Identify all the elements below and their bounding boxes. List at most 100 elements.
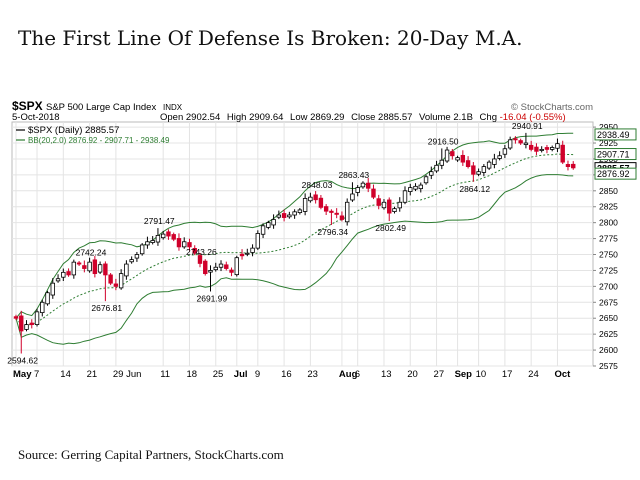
candle [344,198,350,226]
candle-body [413,185,418,190]
price-annotation: 2916.50 [428,136,459,146]
candle-body [139,244,145,255]
candle-body [550,147,555,150]
candle-body [534,146,539,152]
x-tick-label: 21 [87,369,98,380]
x-tick-label: 25 [213,369,224,380]
price-annotation: 2802.49 [375,223,406,233]
candle-body [528,144,534,150]
candle-body [444,149,450,162]
candle-body [255,233,261,249]
candle-body [497,155,502,159]
candle [313,191,318,204]
price-tag-box [594,128,637,141]
y-tick-label: 2725 [599,265,618,275]
x-tick-label: 29 Jun [113,369,142,380]
exchange-label: INDX [163,103,183,112]
candle [61,268,66,282]
candle [82,260,87,273]
candle-body [565,164,571,167]
candle [150,236,155,245]
candle [139,243,145,256]
candle [239,249,245,260]
price-annotation: 2796.34 [317,227,348,237]
x-tick-label: 18 [186,369,197,380]
candle-body [213,266,218,271]
candle-body [429,171,434,176]
x-tick-label: 6 [355,369,360,380]
price-annotations: 2594.62 2742.24 2676.81 2791.47 2743.26 2691.… [7,121,543,366]
y-tick-label: 2600 [599,345,618,355]
candle [197,252,203,268]
candle [292,209,297,219]
candle [13,314,19,321]
x-tick-label: 7 [34,369,39,380]
candle-body [97,264,103,273]
candle-body [50,282,55,296]
candle-body [555,143,560,149]
candle-body [24,324,29,330]
candle [544,144,550,154]
candle-body [560,144,565,163]
candle-body [34,311,40,325]
candle [24,320,29,332]
candle-body [66,271,71,276]
y-tick-label: 2750 [599,250,618,260]
y-tick-label: 2700 [599,281,618,291]
candle [302,193,308,216]
gridlines [12,122,593,367]
candle [471,162,476,182]
candle [539,146,544,153]
candle-body [224,264,229,269]
candle-body [234,257,239,276]
x-tick-label: 9 [255,369,260,380]
candle-body [155,234,161,243]
candle-body [502,148,508,155]
candle-body [381,201,387,209]
candle [460,150,466,166]
candle [397,197,402,212]
candle-body [29,322,34,325]
candle-body [145,241,150,246]
candle-body [276,214,282,218]
candle-body [366,182,371,189]
candle [108,272,113,286]
candle [40,299,45,317]
price-annotation: 2691.99 [197,293,228,303]
candle [66,268,71,277]
legend-bollinger: BB(20,2.0) 2876.92 - 2907.71 - 2938.49 [28,136,170,145]
candle [155,228,161,246]
candle-body [103,263,108,276]
candle-body [287,214,292,218]
candle-body [208,270,213,273]
candle [29,319,34,329]
candle [297,208,303,215]
candle [555,138,560,153]
y-tick-label: 2800 [599,218,618,228]
candle [450,149,455,160]
candle [408,183,413,196]
candle-body [492,158,497,165]
candle-body [129,259,134,263]
x-tick-label: 11 [160,369,170,380]
bollinger-upper-band [15,132,574,319]
y-tick-label: 2850 [599,186,618,196]
candle [465,156,471,169]
candle-body [292,211,297,216]
price-tag: 2907.71 [597,150,630,160]
price-tag: 2938.49 [597,130,630,140]
price-tag: 2876.92 [597,169,630,179]
candle-body [371,188,376,198]
candle [145,236,150,249]
candle-body [245,252,250,255]
candle [318,195,324,210]
y-axis: 2575 2600 2625 2650 2675 2700 2725 2750 2775 2800… [593,122,637,371]
bollinger-bands [15,132,574,345]
candle-body [344,201,350,223]
price-annotation: 2594.62 [7,356,38,366]
source-note: Source: Gerring Capital Partners, StockC… [18,447,284,462]
candle-body [392,208,397,212]
candle [481,164,487,177]
candle-body [166,231,171,237]
